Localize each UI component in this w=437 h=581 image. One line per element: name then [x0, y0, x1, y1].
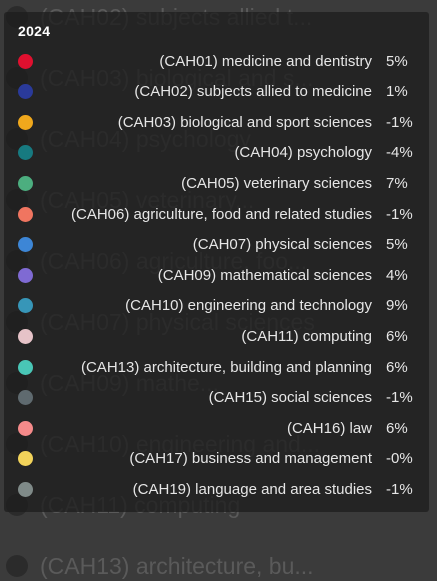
tooltip-row: (CAH06) agriculture, food and related st…	[4, 203, 429, 227]
series-label: (CAH19) language and area studies	[132, 480, 372, 498]
series-label: (CAH05) veterinary sciences	[181, 174, 372, 192]
series-color-marker	[18, 267, 33, 283]
tooltip-row: (CAH15) social sciences -1%	[4, 386, 429, 410]
tooltip-row: (CAH13) architecture, building and plann…	[4, 356, 429, 380]
tooltip-row: (CAH17) business and management -0%	[4, 447, 429, 471]
chart-tooltip: 2024 (CAH01) medicine and dentistry 5% (CA…	[4, 12, 429, 512]
series-label: (CAH07) physical sciences	[192, 236, 372, 254]
series-label: (CAH03) biological and sport sciences	[117, 113, 372, 131]
tooltip-row: (CAH03) biological and sport sciences -1%	[4, 111, 429, 135]
series-color-marker	[18, 481, 33, 497]
series-color-marker	[18, 298, 33, 314]
series-color-marker	[18, 328, 33, 344]
series-label: (CAH16) law	[286, 419, 372, 437]
series-value: -4%	[386, 144, 413, 162]
series-color-marker	[18, 175, 33, 191]
tooltip-row: (CAH10) engineering and technology 9%	[4, 294, 429, 318]
series-color-marker	[18, 53, 33, 69]
series-value: 6%	[386, 327, 408, 345]
series-color-marker	[18, 206, 33, 222]
tooltip-row: (CAH01) medicine and dentistry 5%	[4, 50, 429, 74]
tooltip-row: (CAH09) mathematical sciences 4%	[4, 264, 429, 288]
series-value: -1%	[386, 389, 413, 407]
series-value: 5%	[386, 236, 408, 254]
series-label: (CAH11) computing	[241, 327, 372, 345]
series-color-marker	[18, 145, 33, 161]
series-color-marker	[18, 114, 33, 130]
series-color-marker	[18, 359, 33, 375]
series-label: (CAH02) subjects allied to medicine	[134, 83, 372, 101]
series-value: -0%	[386, 450, 413, 468]
background-legend-label: (CAH13) architecture, bu...	[40, 553, 314, 579]
series-color-marker	[18, 390, 33, 406]
series-value: 6%	[386, 358, 408, 376]
series-label: (CAH15) social sciences	[208, 389, 372, 407]
tooltip-row: (CAH02) subjects allied to medicine 1%	[4, 80, 429, 104]
tooltip-title: 2024	[18, 23, 51, 39]
tooltip-row: (CAH04) psychology -4%	[4, 141, 429, 165]
series-value: 6%	[386, 419, 408, 437]
tooltip-row: (CAH16) law 6%	[4, 417, 429, 441]
series-value: 9%	[386, 297, 408, 315]
series-label: (CAH04) psychology	[234, 144, 372, 162]
series-color-marker	[18, 237, 33, 253]
series-value: -1%	[386, 113, 413, 131]
series-value: -1%	[386, 205, 413, 223]
series-value: -1%	[386, 480, 413, 498]
tooltip-row: (CAH07) physical sciences 5%	[4, 233, 429, 257]
series-label: (CAH13) architecture, building and plann…	[80, 358, 372, 376]
series-value: 5%	[386, 52, 408, 70]
series-value: 1%	[386, 83, 408, 101]
tooltip-row: (CAH19) language and area studies -1%	[4, 478, 429, 502]
tooltip-row: (CAH05) veterinary sciences 7%	[4, 172, 429, 196]
series-label: (CAH17) business and management	[129, 450, 372, 468]
series-color-marker	[18, 451, 33, 467]
tooltip-row: (CAH11) computing 6%	[4, 325, 429, 349]
series-value: 7%	[386, 174, 408, 192]
series-label: (CAH09) mathematical sciences	[157, 266, 372, 284]
series-color-marker	[18, 420, 33, 436]
series-label: (CAH01) medicine and dentistry	[159, 52, 372, 70]
series-value: 4%	[386, 266, 408, 284]
background-legend-dot	[6, 555, 28, 577]
series-color-marker	[18, 84, 33, 100]
series-label: (CAH06) agriculture, food and related st…	[71, 205, 372, 223]
series-label: (CAH10) engineering and technology	[125, 297, 372, 315]
